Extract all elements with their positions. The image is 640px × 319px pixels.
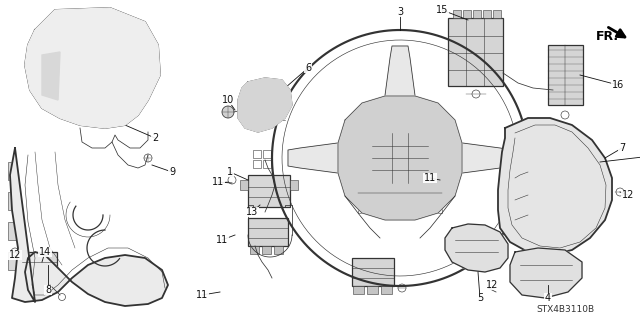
Text: 11: 11 — [212, 177, 224, 187]
Text: 2: 2 — [152, 133, 158, 143]
Bar — [381, 286, 392, 294]
Bar — [473, 10, 481, 18]
Text: STX4B3110B: STX4B3110B — [536, 306, 594, 315]
Text: 7: 7 — [619, 143, 625, 153]
Polygon shape — [510, 248, 582, 298]
Ellipse shape — [78, 67, 106, 83]
Bar — [34, 274, 42, 280]
Bar — [24, 274, 32, 280]
Bar — [353, 286, 364, 294]
Bar — [8, 252, 16, 270]
Bar — [352, 258, 394, 286]
Circle shape — [222, 106, 234, 118]
Text: 11: 11 — [216, 235, 228, 245]
Bar — [8, 162, 16, 180]
Polygon shape — [238, 78, 292, 132]
Text: 12: 12 — [486, 280, 498, 290]
Bar — [44, 73, 56, 83]
Bar — [548, 45, 583, 105]
Bar — [44, 274, 52, 280]
Bar — [240, 180, 248, 190]
Bar — [368, 133, 432, 183]
Bar — [253, 150, 261, 158]
Bar — [253, 160, 261, 168]
Bar — [463, 10, 471, 18]
Polygon shape — [498, 118, 612, 255]
Text: 12: 12 — [622, 190, 634, 200]
Bar — [263, 150, 271, 158]
Bar — [250, 246, 259, 254]
Bar — [22, 252, 57, 274]
Polygon shape — [338, 96, 462, 220]
Polygon shape — [25, 8, 160, 128]
Bar — [274, 246, 283, 254]
Polygon shape — [382, 46, 418, 118]
Bar — [263, 160, 271, 168]
Bar — [44, 58, 56, 68]
Text: 8: 8 — [45, 285, 51, 295]
Text: 11: 11 — [424, 173, 436, 183]
Text: 1: 1 — [227, 167, 233, 177]
Polygon shape — [445, 224, 508, 272]
Text: 12: 12 — [9, 250, 21, 260]
Bar — [448, 18, 503, 86]
Bar — [262, 246, 271, 254]
Text: 5: 5 — [477, 293, 483, 303]
Bar — [493, 10, 501, 18]
Bar — [367, 286, 378, 294]
Text: 6: 6 — [305, 63, 311, 73]
Bar — [248, 175, 290, 207]
Bar — [483, 10, 491, 18]
Bar — [8, 192, 16, 210]
Bar — [8, 222, 16, 240]
Polygon shape — [288, 140, 360, 176]
Text: 15: 15 — [436, 5, 448, 15]
Text: 9: 9 — [169, 167, 175, 177]
Text: 14: 14 — [39, 247, 51, 257]
Text: 13: 13 — [246, 207, 258, 217]
Bar — [290, 180, 298, 190]
Bar — [248, 218, 288, 246]
Bar — [358, 183, 442, 213]
Polygon shape — [42, 52, 60, 100]
Text: 11: 11 — [196, 290, 208, 300]
Bar — [44, 88, 56, 96]
Text: 3: 3 — [397, 7, 403, 17]
Text: FR.: FR. — [596, 29, 619, 42]
Polygon shape — [10, 148, 168, 306]
Bar — [252, 85, 280, 95]
Ellipse shape — [535, 160, 577, 216]
Bar — [453, 10, 461, 18]
Polygon shape — [440, 140, 512, 176]
Text: 10: 10 — [222, 95, 234, 105]
Ellipse shape — [529, 153, 584, 223]
Text: 4: 4 — [545, 293, 551, 303]
Text: 16: 16 — [612, 80, 624, 90]
